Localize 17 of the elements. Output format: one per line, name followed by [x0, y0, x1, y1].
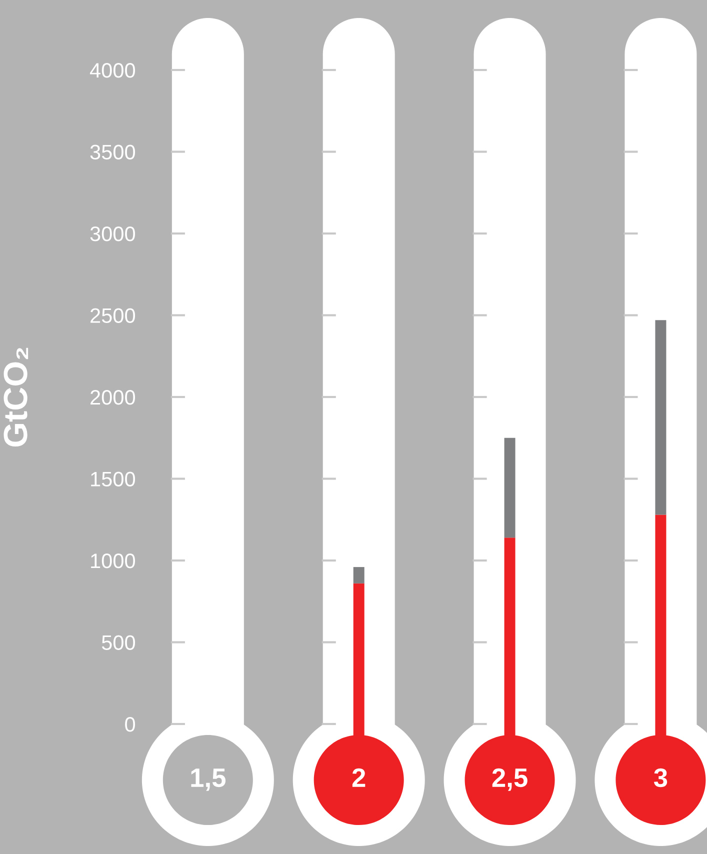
y-tick-label: 2500	[90, 308, 136, 324]
y-tick-label: 0	[125, 717, 136, 732]
y-tick-label: 3000	[90, 226, 136, 242]
y-tick-label: 500	[102, 635, 136, 650]
x-tick-label: 3	[654, 768, 668, 788]
x-tick-label: 2	[352, 768, 366, 787]
y-tick-label: 4000	[90, 63, 136, 78]
y-tick-label: 3500	[90, 144, 136, 160]
bar	[504, 438, 516, 538]
bar	[655, 320, 666, 515]
x-tick-label: 1,5	[191, 768, 226, 791]
y-axis-title: GtCO₂	[4, 348, 28, 447]
y-tick-label: 1000	[91, 554, 136, 568]
y-tick-label: 1500	[91, 472, 136, 487]
bar	[353, 567, 364, 584]
y-tick-label: 2000	[90, 390, 136, 405]
x-tick-label: 2,5	[492, 768, 528, 791]
